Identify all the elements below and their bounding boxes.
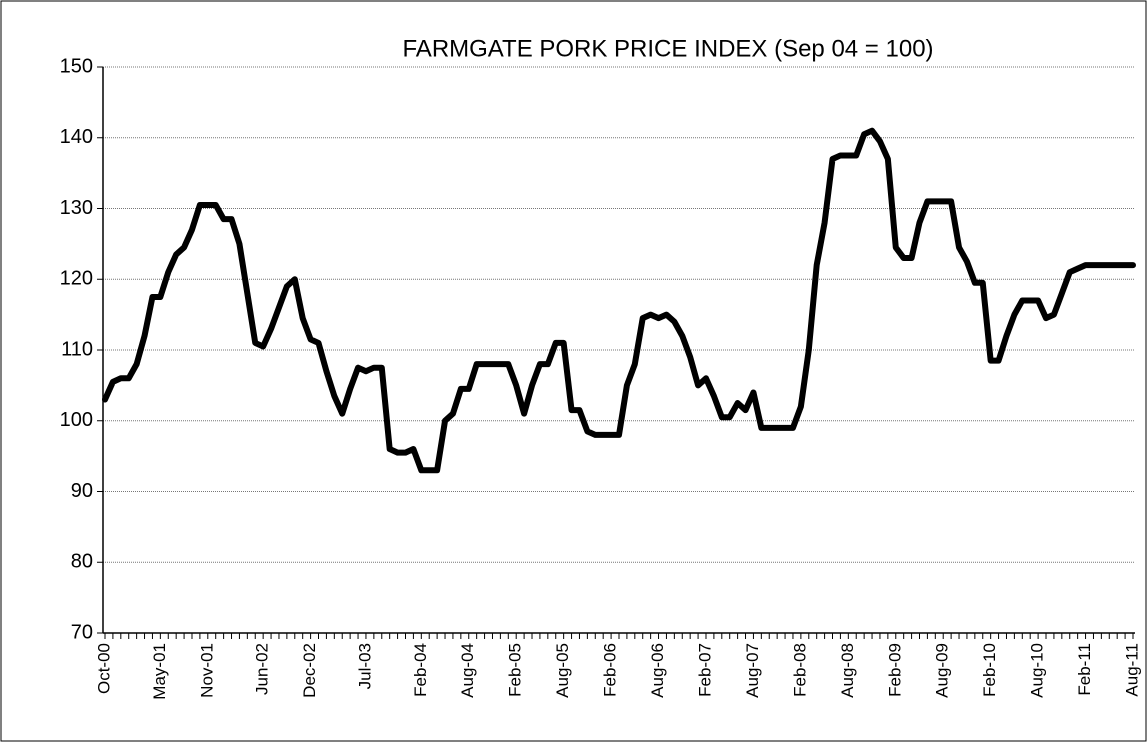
x-tick-label: Aug-07	[743, 643, 762, 698]
chart-title: FARMGATE PORK PRICE INDEX (Sep 04 = 100)	[402, 35, 933, 62]
x-tick-label: Feb-10	[980, 643, 999, 697]
x-tick-label: Jul-03	[355, 643, 374, 689]
x-tick-label: Feb-06	[601, 643, 620, 697]
x-tick-label: Feb-11	[1075, 643, 1094, 696]
x-tick-label: Aug-09	[933, 643, 952, 698]
y-tick-label: 120	[60, 268, 93, 290]
x-tick-label: Aug-11	[1122, 643, 1141, 697]
x-tick-label: Jun-02	[253, 643, 272, 695]
x-tick-label: Feb-07	[695, 643, 714, 697]
x-tick-label: Aug-04	[458, 643, 477, 698]
line-series	[102, 127, 1136, 474]
y-tick-label: 100	[60, 409, 93, 431]
y-tick-label: 150	[60, 55, 93, 77]
x-tick-label: Aug-05	[553, 643, 572, 698]
x-tick-label: Aug-06	[648, 643, 667, 698]
y-tick-label: 140	[60, 126, 93, 148]
y-tick-label: 90	[71, 480, 93, 502]
x-tick-label: Feb-04	[411, 643, 430, 697]
y-tick-label: 130	[60, 197, 93, 219]
x-tick-label: May-01	[150, 643, 169, 700]
y-tick-label: 70	[71, 621, 93, 643]
x-tick-label: Dec-02	[300, 643, 319, 698]
x-tick-label: Feb-05	[506, 643, 525, 697]
x-tick-label: Feb-08	[790, 643, 809, 697]
x-tick-label: Feb-09	[885, 643, 904, 697]
y-tick-label: 80	[71, 551, 93, 573]
x-tick-label: Aug-10	[1028, 643, 1047, 698]
x-tick-label: Oct-00	[94, 643, 113, 694]
x-tick-label: Nov-01	[197, 643, 216, 698]
x-tick-label: Aug-08	[838, 643, 857, 698]
y-tick-label: 110	[61, 338, 93, 360]
